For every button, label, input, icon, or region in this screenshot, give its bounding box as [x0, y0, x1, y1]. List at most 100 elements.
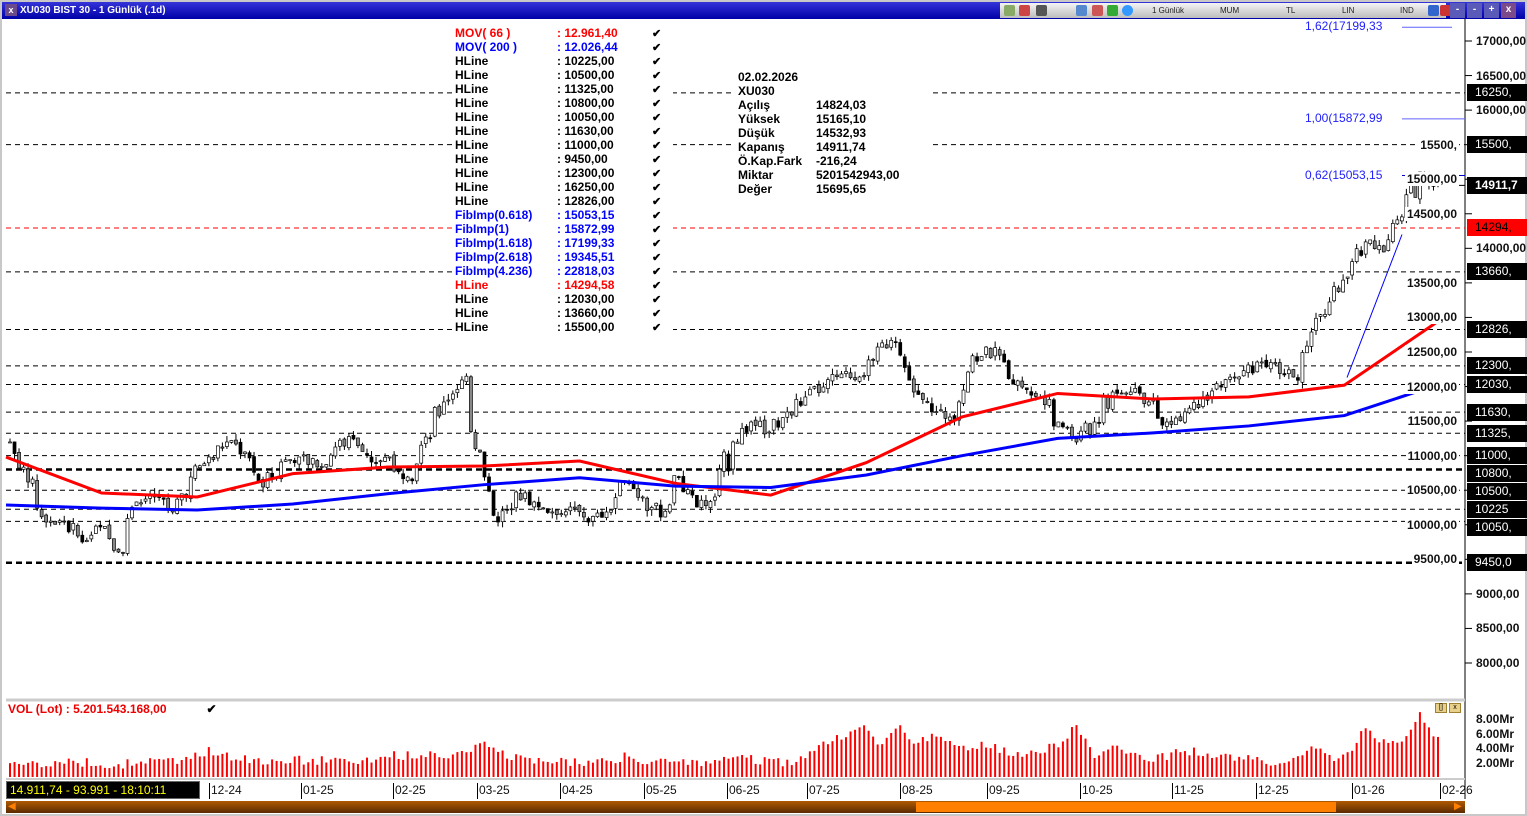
checkmark-icon[interactable]: ✔ [652, 28, 662, 40]
title-bar: x XU030 BIST 30 - 1 Günlük (.1d) 1 Günlü… [2, 2, 1525, 19]
checkmark-icon[interactable]: ✔ [652, 210, 662, 222]
legend-item[interactable]: HLine: 12826,00 ✔ [455, 194, 673, 208]
legend-item[interactable]: HLine: 16250,00 ✔ [455, 180, 673, 194]
legend-item[interactable]: MOV( 66 ): 12.961,40 ✔ [455, 26, 673, 40]
legend-item[interactable]: HLine: 10800,00 ✔ [455, 96, 673, 110]
candle [1237, 376, 1242, 380]
checkmark-icon[interactable]: ✔ [652, 154, 662, 166]
legend-item[interactable]: HLine: 11325,00 ✔ [455, 82, 673, 96]
checkmark-icon[interactable]: ✔ [652, 84, 662, 96]
volume-bar [103, 767, 106, 777]
volume-bar [1012, 755, 1015, 777]
checkmark-icon[interactable]: ✔ [206, 702, 217, 716]
close-button[interactable]: x [1501, 3, 1516, 18]
volume-bar [90, 766, 93, 777]
candle [451, 393, 455, 400]
volume-bar [271, 759, 274, 777]
tools-icon[interactable] [1440, 5, 1451, 16]
legend-item[interactable]: HLine: 10050,00 ✔ [455, 110, 673, 124]
volume-bar [980, 741, 983, 777]
legend-item[interactable]: HLine: 14294,58 ✔ [455, 278, 673, 292]
checkmark-icon[interactable]: ✔ [652, 126, 662, 138]
checkmark-icon[interactable]: ✔ [652, 182, 662, 194]
info-key: Kapanış [738, 140, 785, 154]
portfolio-icon[interactable] [1019, 5, 1030, 16]
scroll-left-arrow[interactable]: ◀ [8, 801, 16, 812]
legend-item[interactable]: MOV( 200 ): 12.026,44 ✔ [455, 40, 673, 54]
volume-bar [1138, 754, 1141, 777]
checkmark-icon[interactable]: ✔ [652, 252, 662, 264]
minimize-panel-button[interactable]: - [1467, 3, 1482, 18]
checkmark-icon[interactable]: ✔ [652, 322, 662, 334]
candle [1002, 353, 1007, 363]
volume-bar [695, 760, 698, 777]
legend-item[interactable]: FibImp(1): 15872,99 ✔ [455, 222, 673, 236]
checkmark-icon[interactable]: ✔ [652, 140, 662, 152]
candle [1305, 345, 1309, 354]
chart-type-select[interactable]: MUM [1220, 6, 1240, 15]
checkmark-icon[interactable]: ✔ [652, 224, 662, 236]
symbol-icon[interactable] [1004, 5, 1015, 16]
checkmark-icon[interactable]: ✔ [652, 42, 662, 54]
volume-bar [899, 725, 902, 777]
candle [1115, 389, 1120, 394]
price-chart[interactable] [2, 19, 1525, 799]
maximize-button[interactable]: + [1484, 3, 1499, 18]
minimize-button[interactable]: - [1450, 3, 1465, 18]
move-icon[interactable] [1122, 5, 1133, 16]
legend-item[interactable]: FibImp(2.618): 19345,51 ✔ [455, 250, 673, 264]
checkmark-icon[interactable]: ✔ [652, 98, 662, 110]
scale-select[interactable]: LIN [1342, 6, 1355, 15]
checkmark-icon[interactable]: ✔ [652, 308, 662, 320]
period-select[interactable]: 1 Günlük [1152, 6, 1185, 15]
checkmark-icon[interactable]: ✔ [652, 112, 662, 124]
candle [740, 428, 744, 445]
legend-item[interactable]: HLine: 15500,00 ✔ [455, 320, 673, 334]
scroll-right-arrow[interactable]: ▶ [1454, 801, 1462, 812]
candle [188, 476, 193, 499]
legend-item[interactable]: HLine: 13660,00 ✔ [455, 306, 673, 320]
legend-item[interactable]: FibImp(1.618): 17199,33 ✔ [455, 236, 673, 250]
legend-item[interactable]: HLine: 11000,00 ✔ [455, 138, 673, 152]
legend-item[interactable]: FibImp(4.236): 22818,03 ✔ [455, 264, 673, 278]
table-icon[interactable] [1076, 5, 1087, 16]
legend-value: : 15872,99 [557, 222, 615, 236]
panel-close-button[interactable]: x [1449, 703, 1461, 713]
legend-item[interactable]: HLine: 12300,00 ✔ [455, 166, 673, 180]
window-icon[interactable] [1036, 5, 1047, 16]
volume-bar [189, 758, 192, 777]
legend-item[interactable]: HLine: 10500,00 ✔ [455, 68, 673, 82]
legend-item[interactable]: HLine: 9450,00 ✔ [455, 152, 673, 166]
legend-item[interactable]: HLine: 12030,00 ✔ [455, 292, 673, 306]
checkmark-icon[interactable]: ✔ [652, 196, 662, 208]
checkmark-icon[interactable]: ✔ [652, 280, 662, 292]
checkmark-icon[interactable]: ✔ [652, 56, 662, 68]
checkmark-icon[interactable]: ✔ [652, 294, 662, 306]
legend-item[interactable]: HLine: 11630,00 ✔ [455, 124, 673, 138]
volume-bar [49, 766, 52, 777]
panel-restore-button[interactable]: [] [1435, 703, 1447, 713]
volume-bar [1084, 738, 1087, 777]
volume-bar [537, 758, 540, 777]
checkmark-icon[interactable]: ✔ [652, 70, 662, 82]
candle [1309, 331, 1314, 347]
candle [713, 496, 717, 501]
arrow-icon[interactable] [1428, 5, 1439, 16]
legend-item[interactable]: FibImp(0.618): 15053,15 ✔ [455, 208, 673, 222]
volume-bar [243, 755, 246, 777]
candle [112, 538, 116, 551]
volume-bar [94, 765, 97, 777]
indicator-select[interactable]: IND [1400, 6, 1414, 15]
trend-line [1346, 234, 1403, 378]
close-icon[interactable]: x [5, 4, 17, 16]
pencil-icon[interactable] [1107, 5, 1118, 16]
chart-icon[interactable] [1092, 5, 1103, 16]
candle [545, 508, 550, 513]
scrollbar-thumb[interactable] [916, 802, 1336, 812]
checkmark-icon[interactable]: ✔ [652, 238, 662, 250]
currency-select[interactable]: TL [1286, 6, 1296, 15]
checkmark-icon[interactable]: ✔ [652, 266, 662, 278]
checkmark-icon[interactable]: ✔ [652, 168, 662, 180]
candle [785, 411, 790, 418]
legend-item[interactable]: HLine: 10225,00 ✔ [455, 54, 673, 68]
